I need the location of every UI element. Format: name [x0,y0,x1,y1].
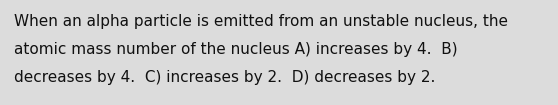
Text: When an alpha particle is emitted from an unstable nucleus, the: When an alpha particle is emitted from a… [14,14,508,29]
Text: decreases by 4.  C) increases by 2.  D) decreases by 2.: decreases by 4. C) increases by 2. D) de… [14,70,435,85]
Text: atomic mass number of the nucleus A) increases by 4.  B): atomic mass number of the nucleus A) inc… [14,42,458,57]
